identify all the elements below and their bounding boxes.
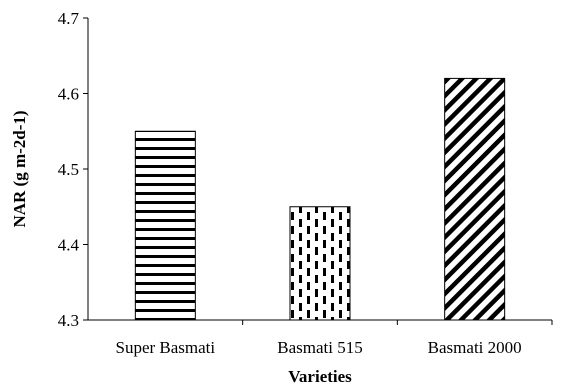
bars [134,77,506,321]
x-tick-label: Super Basmati [116,338,216,357]
x-axis-ticks: Super Basmati Basmati 515 Basmati 2000 [116,320,553,357]
y-tick-label: 4.4 [58,236,80,255]
y-tick-label: 4.3 [58,311,79,330]
y-axis-ticks: 4.3 4.4 4.5 4.6 4.7 [58,9,88,330]
x-axis-title: Varieties [288,367,352,386]
x-tick-label: Basmati 515 [277,338,362,357]
y-tick-label: 4.6 [58,85,79,104]
y-axis-title: NAR (g m-2d-1) [10,110,29,227]
y-tick-label: 4.7 [58,9,80,28]
bar [289,206,351,321]
y-tick-label: 4.5 [58,160,79,179]
bar [444,77,506,321]
bar [134,130,196,321]
x-tick-label: Basmati 2000 [428,338,522,357]
